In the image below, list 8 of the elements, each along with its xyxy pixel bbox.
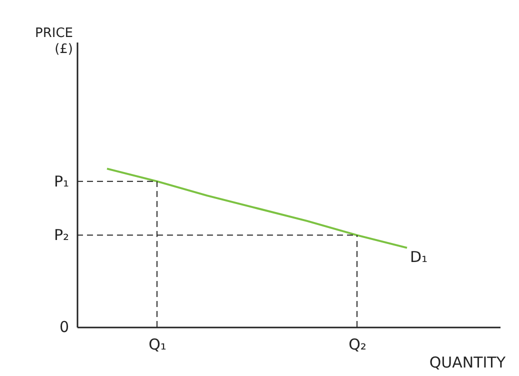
x-axis-title: QUANTITY [429,354,506,372]
text: PRICE (£) [35,26,73,57]
text: P₂ [54,226,69,244]
series-label: D₁ [410,248,428,266]
text: 0 [59,318,69,336]
text: P₁ [54,172,69,190]
x-tick-label: Q₁ [148,336,166,354]
x-tick-label: Q₂ [348,336,366,354]
